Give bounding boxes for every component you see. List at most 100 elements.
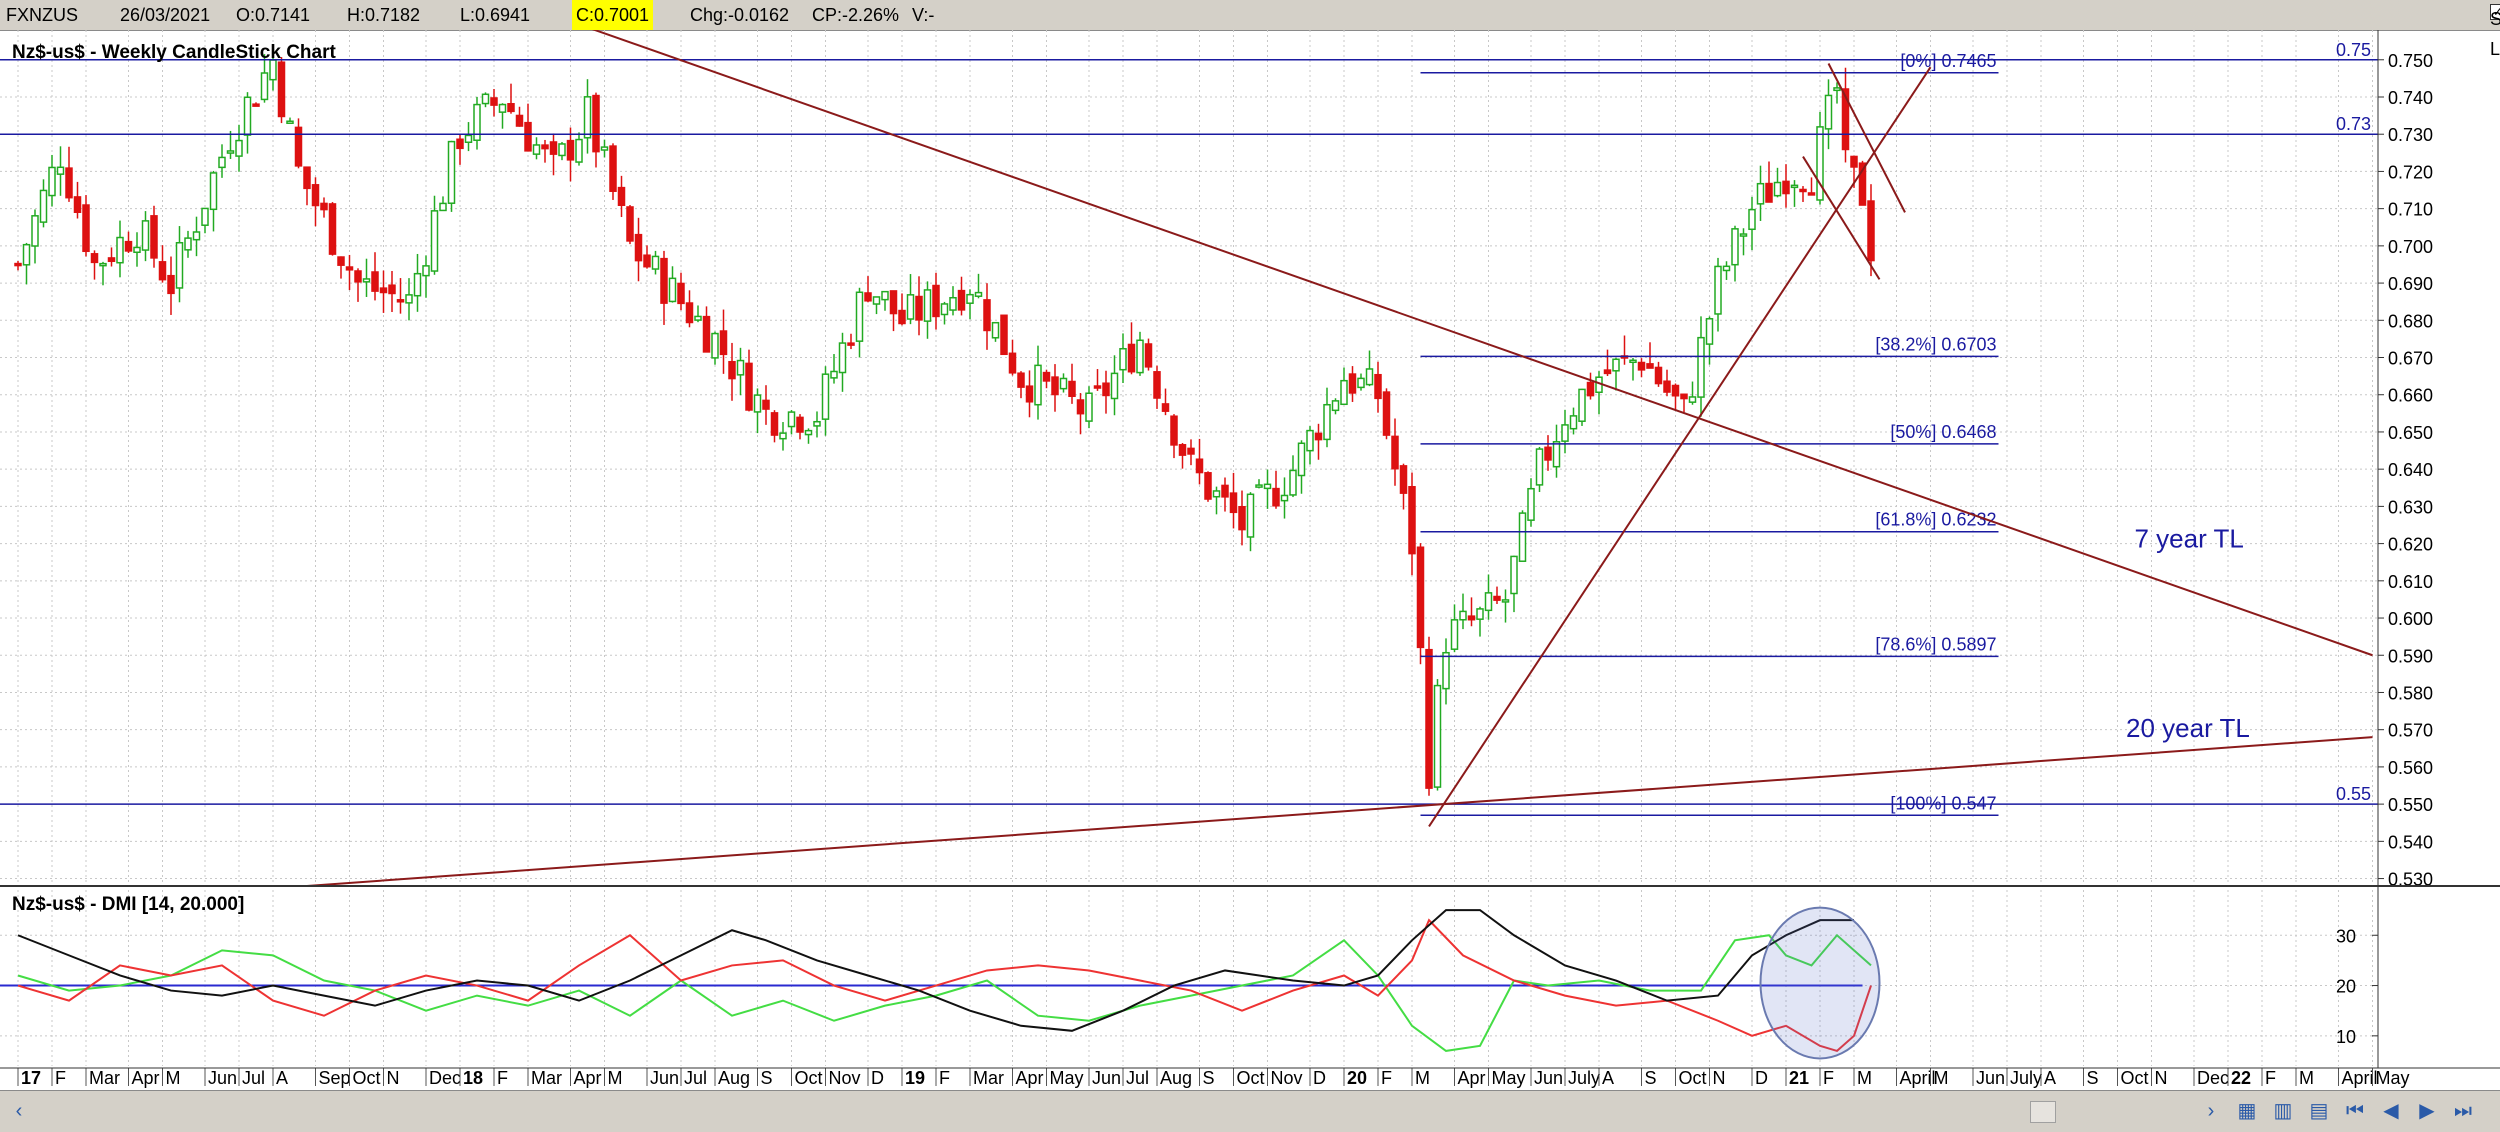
candle-body <box>1221 484 1229 498</box>
change-pct-value: CP:-2.26% <box>812 5 900 25</box>
candle-body <box>456 138 464 150</box>
candle-body <box>1229 492 1238 514</box>
candle-body <box>1603 369 1612 375</box>
candle-body <box>1161 403 1170 412</box>
date-tick-label: Jun <box>650 1068 679 1088</box>
candle-body <box>1000 314 1008 356</box>
candle-body <box>1323 403 1331 441</box>
candle-body <box>1246 493 1255 538</box>
candle-body <box>1833 87 1841 92</box>
candle-body <box>1102 382 1110 397</box>
next-page-icon[interactable]: ▶ <box>2419 1100 2435 1122</box>
date-tick-label: Nov <box>1271 1068 1303 1088</box>
zoom-out-icon[interactable]: ▥ <box>2273 1100 2293 1122</box>
dmi-series-di <box>17 933 1872 1052</box>
price-tick-label: 0.690 <box>2388 274 2433 294</box>
candle-body <box>1493 595 1501 601</box>
candle-body <box>847 342 855 346</box>
candle-body <box>1272 487 1280 507</box>
price-tick-label: 0.570 <box>2388 721 2433 741</box>
candle-body <box>1484 592 1493 612</box>
prev-page-icon[interactable]: ◀ <box>2383 1100 2399 1122</box>
candle-body <box>600 146 609 151</box>
first-page-icon[interactable]: ⏮ <box>2346 1100 2364 1122</box>
7-year-tl-label: 7 year TL <box>2135 523 2244 553</box>
candle-body <box>1110 372 1119 400</box>
candle-body <box>1331 400 1340 412</box>
candle-body <box>150 215 158 259</box>
candle-body <box>541 144 549 150</box>
candle-body <box>422 265 430 277</box>
last-page-icon[interactable]: ⏭ <box>2454 1100 2472 1122</box>
price-tick-label: 0.750 <box>2388 51 2433 71</box>
date-tick-label: F <box>2265 1068 2276 1088</box>
candle-body <box>22 243 31 266</box>
date-tick-label: M <box>166 1068 181 1088</box>
zoom-fit-icon[interactable]: ▤ <box>2309 1100 2329 1122</box>
candle-body <box>821 373 830 420</box>
candle-body <box>1518 512 1527 562</box>
checkbox-icon[interactable]: ✓ <box>2490 4 2500 20</box>
candle-body <box>1867 200 1875 262</box>
candle-body <box>1586 381 1595 397</box>
dmi-tick-label: 30 <box>2336 926 2356 946</box>
candle-body <box>1663 380 1671 393</box>
high-value: H:0.7182 <box>347 5 421 25</box>
price-tick-label: 0.560 <box>2388 758 2433 778</box>
chart-canvas[interactable]: 0.75 0.73 0.55 [0%] 0.7465 [38.2%] 0.6703 [5… <box>0 30 2500 1090</box>
zoom-in-icon[interactable]: ▦ <box>2237 1100 2257 1122</box>
candle-body <box>260 72 269 101</box>
candle-body <box>1578 388 1586 422</box>
low-value: L:0.6941 <box>460 5 531 25</box>
candle-body <box>388 284 396 295</box>
candle-body <box>923 289 932 322</box>
candle-body <box>549 141 558 155</box>
candle-body <box>447 140 456 204</box>
candle-body <box>218 156 226 169</box>
candle-body <box>311 184 320 207</box>
candle-body <box>617 186 626 206</box>
candle-body <box>1816 126 1824 201</box>
date-tick-label: Oct <box>1237 1068 1265 1088</box>
candle-body <box>1365 368 1374 386</box>
candle-body <box>898 309 906 325</box>
date-tick-label: April <box>1900 1068 1936 1088</box>
candle-body <box>702 315 711 353</box>
scroll-right-icon[interactable]: › <box>2207 1100 2215 1122</box>
date-tick-label: Apr <box>1458 1068 1486 1088</box>
candle-body <box>1076 399 1085 415</box>
candle-body <box>1807 192 1816 196</box>
scrollbar-thumb[interactable] <box>2030 1101 2056 1123</box>
candle-body <box>1306 429 1314 452</box>
candle-body <box>1799 188 1807 193</box>
candle-body <box>1697 336 1705 398</box>
candle-body <box>1187 447 1195 455</box>
candle-body <box>1017 372 1025 388</box>
candle-body <box>90 253 99 264</box>
dmi-axis: 10 20 30 <box>2336 926 2378 1047</box>
candle-body <box>626 206 634 242</box>
candle-body <box>328 203 337 255</box>
candle-body <box>1637 361 1646 371</box>
candle-body <box>1357 377 1365 389</box>
date-tick-label: Jun <box>208 1068 237 1088</box>
price-tick-label: 0.720 <box>2388 162 2433 182</box>
candle-body <box>592 94 600 153</box>
candle-body <box>1450 619 1459 650</box>
candle-body <box>1399 465 1408 494</box>
candle-body <box>957 289 966 311</box>
date-tick-label: Dec <box>429 1068 461 1088</box>
candle-body <box>1824 94 1833 130</box>
main-chart-title: Nz$-us$ - Weekly CandleStick Chart <box>12 42 336 63</box>
scroll-left-icon[interactable]: ‹ <box>15 1100 23 1122</box>
horizontal-levels: 0.75 0.73 0.55 <box>0 40 2378 805</box>
date-tick-label: N <box>2155 1068 2168 1088</box>
candle-body <box>1280 494 1289 502</box>
candle-body <box>1850 155 1858 168</box>
candle-body <box>583 96 592 139</box>
candle-body <box>133 246 141 254</box>
date-tick-label: Jun <box>1092 1068 1121 1088</box>
candle-body <box>1433 684 1442 788</box>
date-tick-label: Aug <box>718 1068 750 1088</box>
date-tick-label: D <box>1313 1068 1326 1088</box>
